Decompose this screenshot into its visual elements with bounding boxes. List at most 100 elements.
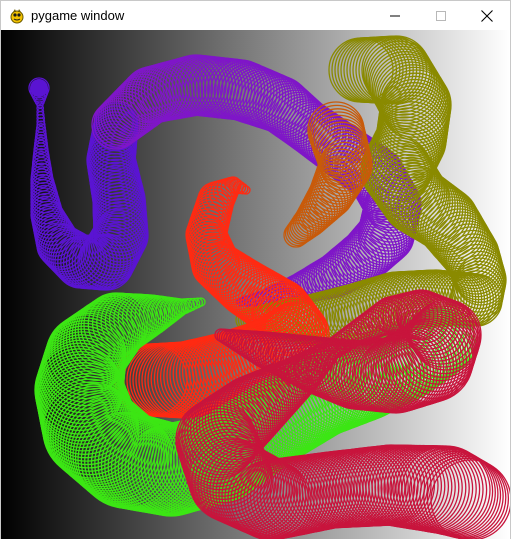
trail-circle <box>373 56 444 127</box>
trail-crimson <box>175 289 510 539</box>
maximize-button[interactable] <box>418 1 464 30</box>
trail-circle <box>34 96 45 107</box>
trail-circle <box>395 289 447 341</box>
trail-circle <box>57 307 134 384</box>
trail-circle <box>392 173 461 242</box>
maximize-icon <box>436 10 446 21</box>
trail-circle <box>361 35 431 105</box>
trail-circle <box>302 184 344 226</box>
trail-circle <box>413 187 479 253</box>
window-controls <box>372 1 510 30</box>
trail-circle <box>372 110 444 182</box>
trail-circle <box>380 294 422 336</box>
trail-circle <box>284 101 339 156</box>
trail-circle <box>59 305 136 382</box>
trail-circle <box>86 217 144 274</box>
trail-blue-violet <box>28 77 149 291</box>
trail-circle <box>283 222 309 248</box>
trail-circle <box>104 85 158 139</box>
minimize-icon <box>390 15 400 16</box>
trail-circle <box>284 219 312 247</box>
trail-circle <box>220 177 241 198</box>
trail-circle <box>340 323 365 348</box>
trail-circle <box>46 229 97 280</box>
trail-circle <box>415 452 502 538</box>
trail-circle <box>404 181 471 248</box>
trail-circle <box>113 76 169 132</box>
trail-circle <box>287 103 341 158</box>
trail-circle <box>362 37 433 108</box>
trail-circle <box>343 321 368 346</box>
circle-trails <box>28 35 510 539</box>
trail-circle <box>385 292 431 338</box>
trail-circle <box>426 457 510 539</box>
trail-circle <box>187 392 265 471</box>
close-icon <box>481 9 493 22</box>
trail-circle <box>380 322 464 406</box>
trail-circle <box>82 225 139 283</box>
trail-circle <box>36 117 46 127</box>
trail-circle <box>310 343 337 370</box>
trail-circle <box>83 292 149 358</box>
trail-head-dot <box>30 79 48 97</box>
trail-circle <box>417 193 482 258</box>
title-bar[interactable]: pygame window <box>1 1 510 30</box>
close-button[interactable] <box>464 1 510 30</box>
trail-circle <box>430 459 510 539</box>
trail-circle <box>383 320 468 405</box>
trail-circle <box>215 257 272 315</box>
trail-circle <box>375 325 458 408</box>
trail-circle <box>345 319 371 345</box>
trail-circle <box>415 190 481 256</box>
trail-circle <box>368 145 439 217</box>
trail-circle <box>239 367 299 427</box>
trail-circle <box>163 337 240 415</box>
trail-circle <box>426 205 489 268</box>
trail-circle <box>401 293 461 353</box>
trail-circle <box>390 290 439 340</box>
trail-circle <box>286 216 315 245</box>
trail-circle <box>192 389 270 466</box>
trail-olive <box>235 35 507 347</box>
trail-circle <box>400 307 479 385</box>
trail-circle <box>395 311 477 393</box>
trail-circle <box>382 293 427 337</box>
trail-circle <box>210 254 267 310</box>
trail-circle <box>62 398 160 496</box>
trail-circle <box>242 72 301 131</box>
trail-circle <box>345 220 401 276</box>
trail-orange <box>283 101 373 248</box>
trail-circle <box>38 364 133 459</box>
trail-circle <box>368 48 439 119</box>
trail-circle <box>374 295 414 335</box>
trail-circle <box>39 370 135 466</box>
trail-circle <box>181 395 261 476</box>
trail-circle <box>44 228 94 278</box>
trail-circle <box>288 214 317 243</box>
trail-circle <box>450 243 505 298</box>
trail-circle <box>212 449 296 533</box>
pygame-snake-icon <box>10 8 24 23</box>
trail-circle <box>317 340 340 364</box>
scene <box>1 30 510 539</box>
trail-circle <box>28 77 50 99</box>
trail-circle <box>209 448 293 532</box>
trail-circle <box>403 305 479 382</box>
minimize-button[interactable] <box>372 1 418 30</box>
window-title: pygame window <box>31 8 125 23</box>
trail-circle <box>213 256 269 313</box>
game-canvas[interactable] <box>1 30 510 539</box>
trail-circle <box>40 225 88 273</box>
trail-circle <box>292 206 325 239</box>
trail-circle <box>249 74 307 133</box>
trail-circle <box>289 211 320 242</box>
trail-circle <box>85 220 142 277</box>
trail-circle <box>374 58 446 130</box>
trail-circle <box>195 387 272 463</box>
trail-circle <box>36 113 46 123</box>
trail-circle <box>65 302 139 376</box>
trail-circle <box>405 303 480 378</box>
trail-circle <box>294 203 328 237</box>
trail-circle <box>190 237 240 287</box>
